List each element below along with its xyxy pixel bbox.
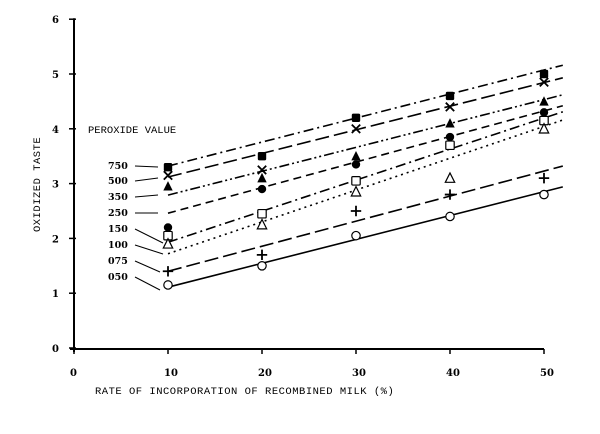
marker-075 [444,189,456,200]
legend-pointer [134,177,159,182]
marker-500 [351,123,361,134]
marker-075 [350,205,362,217]
legend: PEROXIDE VALUE 750 500 350 250 150 100 075 050 [88,125,176,291]
series-line-250 [167,105,564,214]
marker-750 [163,162,173,172]
legend-pointer [134,276,161,291]
x-axis-title: RATE OF INCORPORATION OF RECOMBINED MILK… [95,386,394,398]
y-tick-label: 4 [52,125,59,136]
legend-title: PEROXIDE VALUE [88,125,176,137]
marker-750 [539,69,549,79]
series-line-050 [167,186,563,288]
marker-250 [163,223,173,232]
marker-100 [162,237,174,249]
marker-150 [351,176,361,186]
y-tick-label: 6 [52,15,59,26]
marker-050 [539,189,549,200]
marker-100 [444,171,456,183]
marker-350 [539,96,549,106]
y-axis-title: OXIDIZED TASTE [32,137,44,232]
marker-250 [351,160,361,169]
legend-label-075: 075 [108,256,128,267]
x-tick-label: 0 [70,368,77,379]
series-line-100 [167,119,564,255]
legend-pointer [134,260,161,273]
y-tick-label: 1 [52,289,59,300]
series-lines [167,64,564,288]
legend-label-250: 250 [108,208,128,219]
marker-500 [539,77,549,88]
marker-350 [445,118,455,128]
marker-075 [538,172,550,184]
series-line-350 [167,94,563,196]
y-tick-label: 3 [52,180,59,191]
legend-pointer [134,244,164,255]
marker-075 [256,249,268,261]
marker-100 [256,218,268,230]
y-tick-label: 5 [52,70,59,81]
marker-050 [163,280,173,290]
marker-150 [257,208,267,219]
y-tick-label: 2 [52,234,59,245]
x-tick-label: 10 [164,368,178,379]
marker-500 [257,165,267,175]
legend-label-150: 150 [108,224,128,235]
series-line-150 [167,111,564,243]
series-line-500 [167,77,563,178]
series-markers [162,69,550,290]
legend-pointer [134,165,159,168]
marker-500 [163,170,173,181]
marker-150 [445,140,455,151]
marker-750 [445,91,455,101]
y-tick-label: 0 [52,344,59,355]
series-line-075 [167,165,564,273]
marker-050 [445,211,455,222]
axes: 0 1 2 3 4 5 6 0 10 20 30 40 50 [52,15,554,379]
legend-label-500: 500 [108,176,128,187]
series-line-750 [167,64,563,167]
marker-350 [351,151,361,161]
x-tick-label: 50 [540,368,554,379]
marker-075 [162,266,174,277]
legend-label-350: 350 [108,192,128,203]
legend-label-100: 100 [108,240,128,251]
marker-250 [445,132,455,142]
legend-label-750: 750 [108,161,128,172]
legend-label-050: 050 [108,272,128,283]
marker-500 [445,102,455,112]
marker-100 [350,185,362,197]
marker-100 [538,122,550,134]
marker-350 [257,172,267,183]
legend-pointer [134,228,164,244]
x-tick-label: 30 [352,368,366,379]
marker-250 [257,184,267,194]
marker-750 [257,152,267,161]
marker-350 [163,181,173,191]
marker-050 [351,230,361,241]
legend-pointer [134,194,159,198]
marker-250 [539,108,549,117]
x-tick-label: 20 [258,368,272,379]
marker-750 [351,113,361,123]
marker-050 [257,260,267,271]
x-tick-label: 40 [446,368,460,379]
